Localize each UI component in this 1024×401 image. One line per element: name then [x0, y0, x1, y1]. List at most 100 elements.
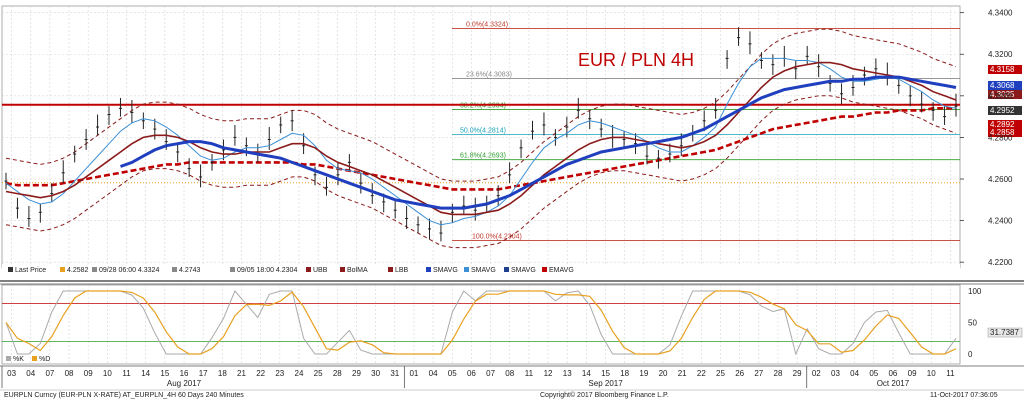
legend-swatch: [426, 267, 431, 272]
y-tick-label: 4.3200: [988, 50, 1013, 59]
price-label-box: [988, 106, 1022, 115]
x-tick-label: 04: [429, 369, 438, 378]
x-axis: 03 04 07 08 09 10 11 14 15 16 17 18 21 22 23 24 25 28 29 30…: [0, 365, 1024, 391]
osc-tick-label: 100: [968, 287, 982, 296]
lower-bollinger: [5, 95, 957, 249]
price-label-box: [988, 81, 1022, 90]
fib-levels: 0.0%(4.3324) 23.6%(4.3083) 38.2%(4.2934) 50…: [2, 21, 960, 241]
x-tick-label: 26: [735, 369, 744, 378]
osc-legend-swatch: [6, 356, 11, 361]
legend-label: UBB: [313, 267, 328, 274]
footer-timestamp: 11-Oct-2017 07:36:05: [930, 392, 998, 399]
legend-label: SMAVG: [471, 267, 496, 274]
legend-label: Last Price: [15, 267, 46, 274]
price-label-box: [988, 90, 1022, 99]
x-tick-label: 21: [678, 369, 687, 378]
x-tick-label: 31: [390, 369, 399, 378]
footer: EURPLN Curncy (EUR-PLN X-RATE) AT_EURPLN…: [4, 391, 998, 399]
footer-left: EURPLN Curncy (EUR-PLN X-RATE) AT_EURPLN…: [4, 392, 244, 399]
y-tick-label: 4.2600: [988, 175, 1013, 184]
y-tick-label: 4.3000: [988, 92, 1013, 101]
footer-copyright: Copyright© 2017 Bloomberg Finance L.P.: [540, 391, 669, 399]
price-label: 4.2858: [990, 128, 1015, 137]
x-tick-label: 03: [831, 369, 840, 378]
month-label: Oct 2017: [877, 379, 910, 388]
x-tick-label: 06: [467, 369, 476, 378]
x-tick-label: 09: [84, 369, 93, 378]
osc-panel-frame: [1, 284, 961, 365]
legend-swatch: [306, 267, 311, 272]
price-label-box: [988, 120, 1022, 129]
x-tick-label: 12: [544, 369, 553, 378]
chart-title: EUR / PLN 4H: [578, 50, 694, 70]
y-tick-label: 4.2200: [988, 258, 1013, 267]
osc-value-box: [987, 327, 1023, 338]
x-tick-label: 01: [409, 369, 418, 378]
legend-label: BolMA: [347, 267, 368, 274]
x-tick-label: 07: [486, 369, 495, 378]
x-tick-label: 05: [869, 369, 878, 378]
osc-tick-label: 50: [968, 319, 977, 328]
x-tick-label: 28: [333, 369, 342, 378]
legend-swatch: [172, 267, 177, 272]
x-tick-label: 27: [754, 369, 763, 378]
price-label: 4.3068: [990, 81, 1015, 90]
x-tick-label: 25: [716, 369, 725, 378]
price-series: [4, 27, 958, 249]
x-tick-label: 15: [601, 369, 610, 378]
x-tick-label: 22: [256, 369, 265, 378]
legend-label: EMAVG: [549, 267, 574, 274]
legend-swatch: [60, 267, 65, 272]
x-tick-label: 09: [908, 369, 917, 378]
osc-k-line: [5, 290, 957, 356]
x-tick-label: 10: [927, 369, 936, 378]
price-label: 4.3025: [990, 90, 1015, 99]
y-axis-ticks: 4.3400 4.3200 4.3000 4.2800 4.2600 4.2400 4.22…: [960, 9, 1013, 267]
osc-tick-label: 0: [968, 350, 973, 359]
fib-label: 50.0%(4.2814): [460, 128, 506, 135]
x-tick-label: 29: [793, 369, 802, 378]
legend-swatch: [464, 267, 469, 272]
x-tick-label: 03: [7, 369, 16, 378]
osc-legend-label: %D: [39, 356, 50, 363]
legend-swatch: [542, 267, 547, 272]
fib-label: 100.0%(4.2304): [472, 234, 522, 241]
x-tick-label: 23: [275, 369, 284, 378]
price-label: 4.3158: [990, 65, 1015, 74]
price-label: 4.2892: [990, 120, 1015, 129]
x-tick-label: 21: [237, 369, 246, 378]
sma-fast-line: [5, 57, 957, 226]
osc-d-line: [5, 290, 957, 355]
x-tick-label: 04: [850, 369, 859, 378]
legend-label: SMAVG: [511, 267, 536, 274]
main-panel-frame: [1, 5, 961, 269]
month-label: Sep 2017: [588, 379, 623, 388]
x-tick-label: 18: [218, 369, 227, 378]
fib-label: 38.2%(4.2934): [460, 103, 506, 110]
x-tick-label: 14: [141, 369, 150, 378]
legend-label: LBB: [395, 267, 409, 274]
upper-bollinger: [5, 28, 957, 182]
x-tick-label: 11: [525, 369, 534, 378]
x-tick-label: 20: [659, 369, 668, 378]
x-tick-label: 17: [199, 369, 208, 378]
oscillator-panel: 100 50 0 31.7387 %K %D: [2, 287, 1023, 363]
fib-label: 23.6%(4.3083): [466, 72, 512, 79]
legend-swatch: [230, 267, 235, 272]
fib-label: 0.0%(4.3324): [466, 21, 508, 28]
x-tick-label: 22: [697, 369, 706, 378]
legend-label: 09/28 06:00 4.3324: [99, 267, 159, 274]
ema-line: [5, 107, 956, 191]
legend-label: SMAVG: [433, 267, 458, 274]
osc-value: 31.7387: [990, 328, 1019, 337]
x-tick-label: 30: [371, 369, 380, 378]
x-tick-label: 24: [295, 369, 304, 378]
price-label-box: [988, 128, 1022, 137]
x-tick-label: 02: [812, 369, 821, 378]
legend-label: 09/05 18:00 4.2304: [237, 267, 297, 274]
legend-swatch: [8, 267, 13, 272]
x-tick-label: 14: [582, 369, 591, 378]
y-tick-label: 4.2800: [988, 133, 1013, 142]
